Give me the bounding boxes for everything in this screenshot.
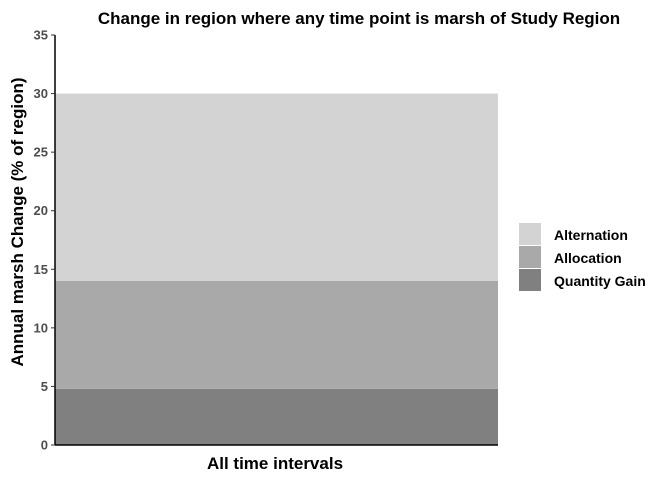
legend-swatch-quantity-gain bbox=[519, 269, 541, 291]
legend-label-alternation: Alternation bbox=[554, 227, 628, 243]
bar-segment-alternation bbox=[55, 93, 498, 281]
y-tick-label: 30 bbox=[34, 86, 48, 101]
y-axis-label: Annual marsh Change (% of region) bbox=[8, 77, 27, 366]
legend-label-quantity-gain: Quantity Gain bbox=[554, 273, 646, 289]
y-tick-label: 35 bbox=[34, 28, 48, 43]
y-tick-label: 15 bbox=[34, 262, 48, 277]
bar-segment-allocation bbox=[55, 281, 498, 389]
legend-label-allocation: Allocation bbox=[554, 250, 622, 266]
bar-segment-quantity-gain bbox=[55, 388, 498, 445]
y-tick-label: 20 bbox=[34, 203, 48, 218]
x-axis-label: All time intervals bbox=[207, 454, 343, 473]
chart-title: Change in region where any time point is… bbox=[98, 9, 620, 28]
y-tick-label: 5 bbox=[41, 379, 48, 394]
plot-area: 0 5 10 15 20 25 30 35 bbox=[34, 28, 498, 453]
y-tick-label: 10 bbox=[34, 320, 48, 335]
legend-swatch-allocation bbox=[519, 246, 541, 268]
legend: Alternation Allocation Quantity Gain bbox=[519, 223, 646, 291]
y-tick-label: 25 bbox=[34, 145, 48, 160]
bar-stack bbox=[55, 93, 498, 445]
y-axis-ticks: 0 5 10 15 20 25 30 35 bbox=[34, 28, 55, 453]
y-tick-label: 0 bbox=[41, 438, 48, 453]
legend-swatch-alternation bbox=[519, 223, 541, 245]
